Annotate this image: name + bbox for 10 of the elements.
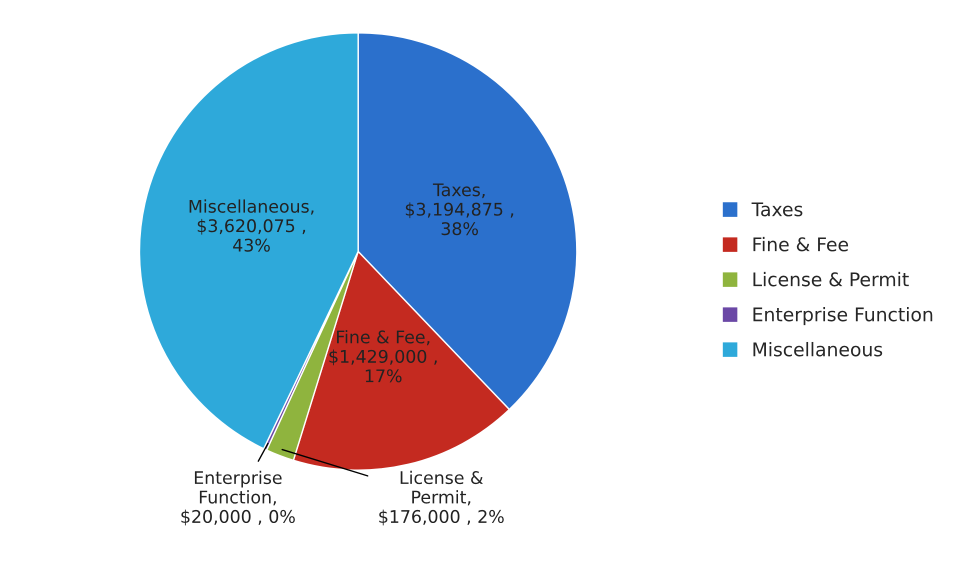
legend-label: Miscellaneous: [753, 342, 882, 356]
data-label: Enterprise Function, $20,000 , 0%: [181, 470, 295, 526]
legend-label: Fine & Fee: [753, 236, 848, 252]
legend-label: Enterprise Function: [753, 306, 932, 326]
legend-label: License & Permit: [753, 272, 909, 286]
data-label: Miscellaneous, $3,620,075 , 43%: [190, 199, 314, 252]
data-label: Taxes, $3,194,875 , 38%: [406, 183, 514, 236]
data-label: Fine & Fee, $1,429,000 , 17%: [329, 330, 437, 382]
data-label: License & Permit, $176,000 , 2%: [379, 470, 504, 526]
legend-label: Taxes: [752, 202, 802, 216]
